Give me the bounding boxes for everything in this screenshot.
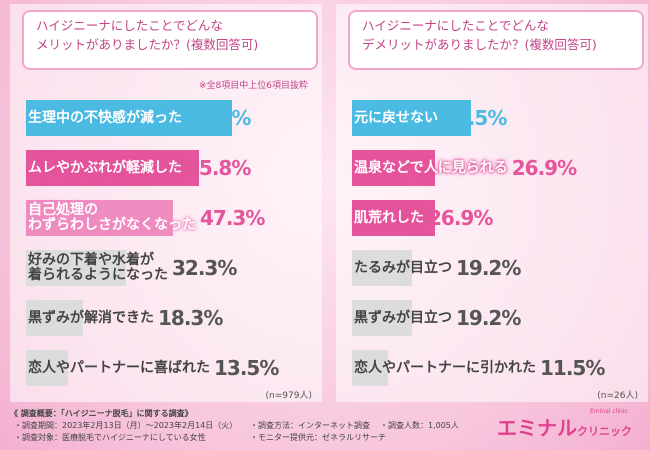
value-label: 13.5% <box>214 356 279 380</box>
category-label: 元に戻せない <box>354 109 438 126</box>
chart-title: ハイジニーナにしたことでどんな メリットがありましたか？(複数回答可) <box>22 10 318 70</box>
value-label: 47.3% <box>200 206 265 230</box>
bar-row: 恋人やパートナーに引かれた 11.5% <box>354 350 605 386</box>
sample-size: (n=26人) <box>597 391 638 401</box>
bar-row: 恋人やパートナーに喜ばれた 13.5% <box>28 350 279 386</box>
bar <box>26 350 68 386</box>
logo: エミナルクリニック <box>497 412 632 441</box>
bar-row: 生理中の不快感が減った 66.6% <box>28 100 251 136</box>
category-label: 黒ずみが解消できた <box>28 309 154 326</box>
bar-row: ムレやかぶれが軽減した 55.8% <box>28 150 251 186</box>
bar <box>26 100 233 136</box>
category-label: 生理中の不快感が減った <box>28 109 182 126</box>
category-label: 好みの下着や水着が 着られるようになった <box>28 252 168 283</box>
value-label: 32.3% <box>172 256 237 280</box>
bar-row: 自己処理の わずらわしさがなくなった 47.3% <box>28 200 265 236</box>
bar <box>352 300 412 336</box>
chart-title: ハイジニーナにしたことでどんな デメリットがありましたか？(複数回答可) <box>348 10 644 70</box>
bar-row: 黒ずみが解消できた 18.3% <box>28 300 223 336</box>
bar <box>26 300 83 336</box>
category-label: 恋人やパートナーに喜ばれた <box>28 359 210 376</box>
chart-panel: ハイジニーナにしたことでどんな メリットがありましたか？(複数回答可) ※全8項目… <box>10 4 322 402</box>
bar <box>352 250 412 286</box>
value-label: 11.5% <box>540 356 605 380</box>
value-label: 66.6% <box>186 106 251 130</box>
bar <box>26 150 199 186</box>
category-label: 黒ずみが目立つ <box>354 309 452 326</box>
footer-item: ・調査期間：2023年2月13日（月）〜2023年2月14日（火） <box>14 421 238 430</box>
bar <box>26 250 127 286</box>
value-label: 19.2% <box>456 256 521 280</box>
bar-row: たるみが目立つ 19.2% <box>354 250 521 286</box>
value-label: 18.3% <box>158 306 223 330</box>
bar <box>352 200 436 236</box>
logo-main: エミナル <box>497 416 577 440</box>
note: ※全8項目中上位6項目抜粋 <box>199 81 308 91</box>
logo-sub: クリニック <box>577 425 632 438</box>
bar-row: 元に戻せない 38.5% <box>354 100 507 136</box>
bar <box>26 200 173 236</box>
footer-heading: 《 調査概要：「ハイジニーナ脱毛」に関する調査》 <box>10 409 193 418</box>
bar-row: 好みの下着や水着が 着られるようになった 32.3% <box>28 250 237 286</box>
bar <box>352 350 388 386</box>
footer-item: ・モニター提供元：ゼネラルリサーチ <box>250 433 386 442</box>
category-label: たるみが目立つ <box>354 259 452 276</box>
bar <box>352 100 472 136</box>
bar <box>352 150 436 186</box>
value-label: 26.9% <box>511 156 577 180</box>
value-label: 26.9% <box>428 206 493 230</box>
category-label: 自己処理の わずらわしさがなくなった <box>28 202 196 233</box>
footer-item: ・調査対象：医療脱毛でハイジニーナにしている女性 <box>14 433 206 442</box>
bar-row: 肌荒れした 26.9% <box>354 200 493 236</box>
category-label: ムレやかぶれが軽減した <box>28 159 182 176</box>
footer-item: ・調査人数：1,005人 <box>380 421 459 430</box>
value-label: 38.5% <box>442 106 507 130</box>
sample-size: (n=979人) <box>265 391 312 401</box>
bar-row: 黒ずみが目立つ 19.2% <box>354 300 521 336</box>
category-label: 恋人やパートナーに引かれた <box>354 359 536 376</box>
bar-row: 温泉などで人に見られる 26.9% <box>354 150 577 186</box>
footer-item: ・調査方法：インターネット調査 <box>250 421 370 430</box>
chart-panel: ハイジニーナにしたことでどんな デメリットがありましたか？(複数回答可) 元に戻せ… <box>336 4 648 402</box>
value-label: 19.2% <box>456 306 521 330</box>
category-label: 温泉などで人に見られる <box>354 159 508 176</box>
value-label: 55.8% <box>186 156 251 180</box>
logo-tag: Eminal clinic <box>590 408 628 415</box>
category-label: 肌荒れした <box>354 209 424 226</box>
